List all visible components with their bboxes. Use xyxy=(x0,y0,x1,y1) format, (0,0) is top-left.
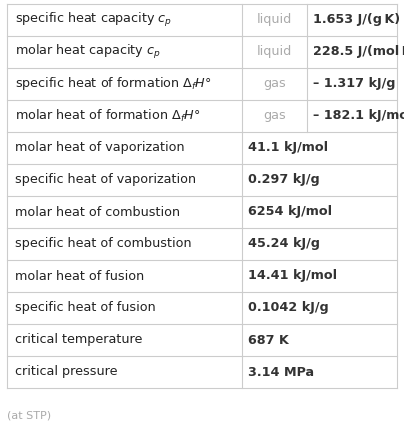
Text: 228.5 J/(mol K): 228.5 J/(mol K) xyxy=(313,45,404,58)
Text: specific heat of formation $\Delta_f H°$: specific heat of formation $\Delta_f H°$ xyxy=(15,75,212,93)
Text: 6254 kJ/mol: 6254 kJ/mol xyxy=(248,206,332,219)
Text: molar heat capacity $c_p$: molar heat capacity $c_p$ xyxy=(15,43,161,61)
Text: gas: gas xyxy=(263,110,286,123)
Text: liquid: liquid xyxy=(257,13,292,26)
Text: critical temperature: critical temperature xyxy=(15,333,142,346)
Text: specific heat of combustion: specific heat of combustion xyxy=(15,237,191,251)
Text: molar heat of formation $\Delta_f H°$: molar heat of formation $\Delta_f H°$ xyxy=(15,108,200,124)
Text: molar heat of vaporization: molar heat of vaporization xyxy=(15,142,185,155)
Text: critical pressure: critical pressure xyxy=(15,365,118,378)
Text: 41.1 kJ/mol: 41.1 kJ/mol xyxy=(248,142,328,155)
Text: 687 K: 687 K xyxy=(248,333,289,346)
Text: specific heat of vaporization: specific heat of vaporization xyxy=(15,174,196,187)
Text: specific heat capacity $c_p$: specific heat capacity $c_p$ xyxy=(15,11,172,29)
Text: (at STP): (at STP) xyxy=(7,410,51,420)
Text: 0.297 kJ/g: 0.297 kJ/g xyxy=(248,174,320,187)
Text: 45.24 kJ/g: 45.24 kJ/g xyxy=(248,237,320,251)
Text: 0.1042 kJ/g: 0.1042 kJ/g xyxy=(248,301,329,314)
Text: gas: gas xyxy=(263,78,286,90)
Text: – 1.317 kJ/g: – 1.317 kJ/g xyxy=(313,78,396,90)
Text: 14.41 kJ/mol: 14.41 kJ/mol xyxy=(248,269,337,282)
Text: molar heat of fusion: molar heat of fusion xyxy=(15,269,144,282)
Text: specific heat of fusion: specific heat of fusion xyxy=(15,301,156,314)
Text: molar heat of combustion: molar heat of combustion xyxy=(15,206,180,219)
Text: liquid: liquid xyxy=(257,45,292,58)
Text: 3.14 MPa: 3.14 MPa xyxy=(248,365,314,378)
Text: – 182.1 kJ/mol: – 182.1 kJ/mol xyxy=(313,110,404,123)
Text: 1.653 J/(g K): 1.653 J/(g K) xyxy=(313,13,400,26)
